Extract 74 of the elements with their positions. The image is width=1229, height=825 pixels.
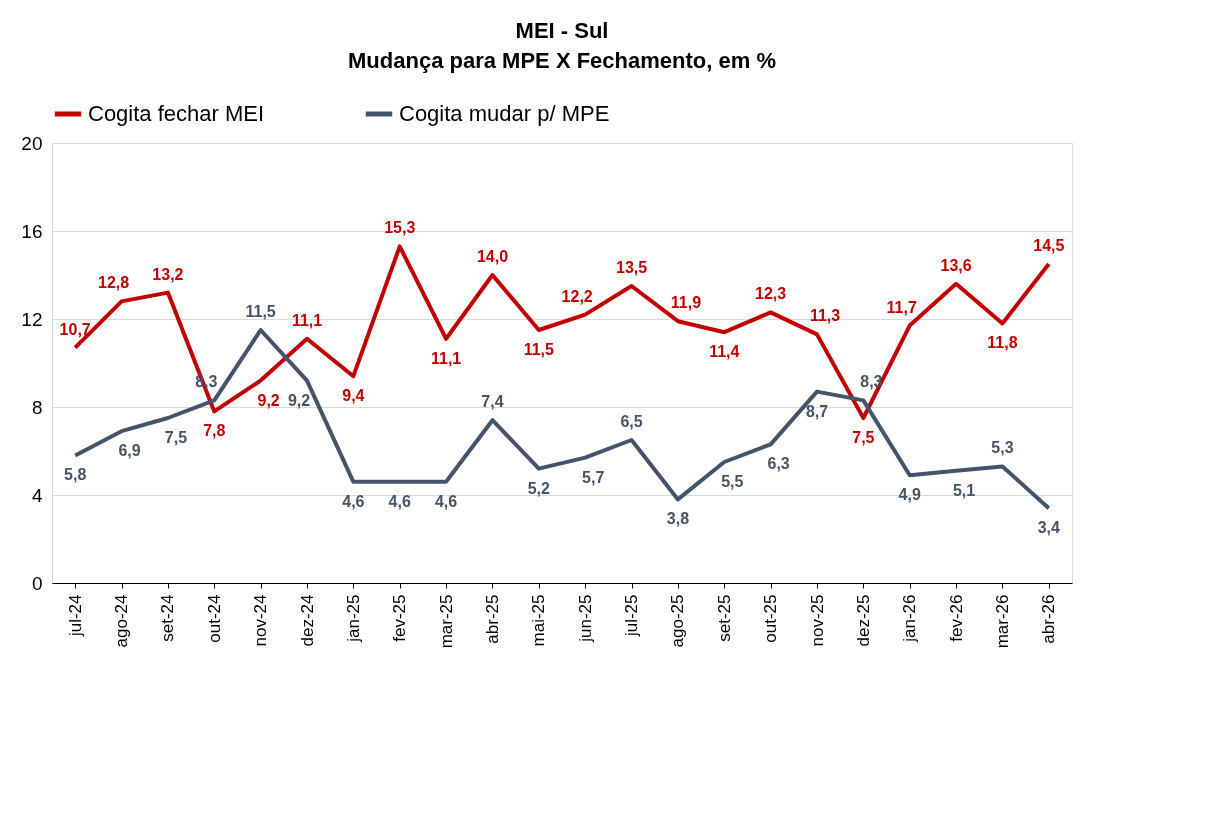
- y-tick-label: 20: [21, 132, 43, 154]
- data-label: 6,3: [767, 455, 790, 473]
- x-tick-label: abr-25: [482, 594, 502, 644]
- data-label: 11,9: [670, 294, 702, 312]
- data-label: 5,5: [721, 473, 744, 490]
- data-label: 11,5: [523, 341, 555, 358]
- x-tick-label: nov-24: [251, 594, 271, 647]
- x-tick-label: fev-26: [946, 594, 966, 642]
- x-tick-label: set-25: [714, 594, 734, 642]
- data-label: 13,5: [615, 259, 648, 276]
- x-tick-label: jun-25: [575, 594, 595, 643]
- x-tick-label: dez-24: [297, 594, 317, 647]
- x-tick-label: jan-26: [900, 594, 920, 643]
- x-tick-label: mai-25: [529, 594, 549, 647]
- y-tick-label: 8: [31, 396, 43, 418]
- data-label: 4,6: [434, 492, 458, 510]
- data-label: 5,7: [582, 468, 605, 486]
- data-label: 11,5: [245, 303, 276, 320]
- data-label: 8,7: [805, 402, 829, 420]
- x-tick-label: mar-25: [436, 594, 456, 649]
- x-tick-label: mar-26: [992, 594, 1012, 649]
- data-label: 5,1: [952, 481, 976, 499]
- x-tick-label: jan-25: [343, 594, 363, 643]
- data-label: 11,7: [886, 298, 917, 316]
- data-label: 11,1: [430, 349, 462, 367]
- data-label: 11,4: [709, 343, 740, 361]
- x-tick-label: out-25: [761, 594, 781, 643]
- x-tick-label: ago-24: [112, 594, 132, 648]
- data-label: 3,4: [1037, 519, 1061, 537]
- y-tick-label: 16: [21, 220, 43, 242]
- y-tick-label: 4: [31, 484, 43, 506]
- data-label: 13,2: [152, 265, 184, 283]
- x-tick-label: fev-25: [390, 594, 410, 642]
- x-tick-label: jul-24: [65, 594, 85, 638]
- x-tick-label: abr-26: [1039, 594, 1059, 644]
- y-tick-label: 0: [31, 572, 43, 594]
- chart-subtitle: Mudança para MPE X Fechamento, em %: [348, 48, 776, 73]
- x-tick-label: ago-25: [668, 594, 688, 648]
- data-label: 9,2: [257, 391, 280, 409]
- x-tick-label: set-24: [158, 594, 178, 642]
- data-label: 14,0: [476, 248, 509, 265]
- y-tick-label: 12: [21, 308, 43, 330]
- data-label: 5,8: [64, 466, 87, 484]
- x-tick-label: nov-25: [807, 594, 827, 647]
- data-label: 9,2: [287, 391, 311, 409]
- data-label: 11,8: [987, 334, 1018, 352]
- data-label: 15,3: [384, 219, 416, 237]
- data-label: 7,5: [164, 429, 188, 446]
- data-label: 3,8: [666, 510, 690, 528]
- data-label: 5,3: [991, 439, 1014, 457]
- data-label: 11,3: [809, 307, 841, 325]
- data-label: 10,7: [59, 320, 91, 338]
- data-label: 5,2: [527, 479, 551, 497]
- data-label: 14,5: [1033, 237, 1065, 254]
- x-tick-label: dez-25: [853, 594, 873, 647]
- data-label: 7,5: [852, 429, 875, 446]
- data-label: 12,3: [755, 285, 787, 303]
- legend-label: Cogita mudar p/ MPE: [399, 101, 610, 126]
- legend-label: Cogita fechar MEI: [88, 101, 265, 126]
- x-tick-label: out-24: [204, 594, 224, 643]
- data-label: 12,2: [561, 287, 593, 305]
- data-label: 9,4: [342, 387, 365, 405]
- data-label: 13,6: [940, 256, 972, 274]
- data-label: 6,9: [118, 442, 141, 460]
- data-label: 4,6: [388, 492, 411, 510]
- data-label: 11,1: [291, 311, 323, 329]
- data-label: 6,5: [620, 413, 643, 430]
- data-label: 12,8: [97, 274, 130, 292]
- data-label: 4,6: [342, 492, 365, 510]
- data-label: 7,4: [481, 393, 504, 411]
- data-label: 4,9: [898, 486, 921, 504]
- chart-title: MEI - Sul: [515, 18, 609, 43]
- data-label: 7,8: [203, 422, 226, 440]
- x-tick-label: jul-25: [622, 594, 642, 638]
